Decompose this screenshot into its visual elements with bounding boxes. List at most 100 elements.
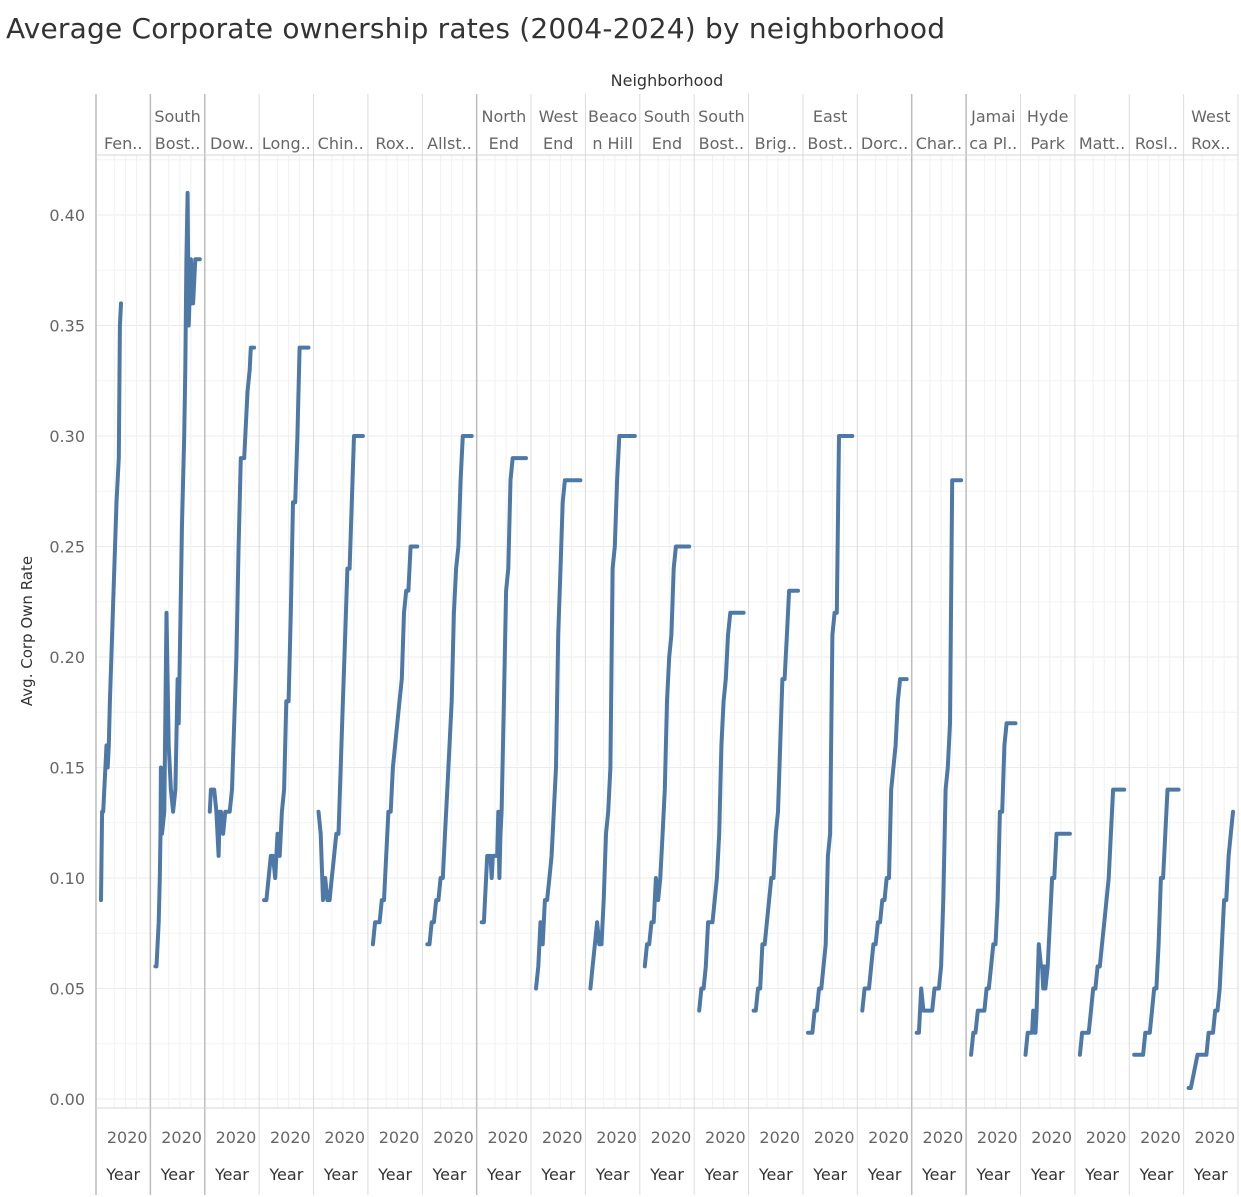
panel-label-line2: Chin.. [318,134,364,153]
series-line-15 [914,478,964,1035]
panel-label-line1: Beaco [588,107,637,126]
x-axis-label: Year [105,1165,140,1184]
x-axis-label: Year [214,1165,249,1184]
x-tick-label: 2020 [1194,1128,1235,1147]
x-tick-label: 2020 [324,1128,365,1147]
series-line-0 [99,301,123,903]
x-tick-label: 2020 [759,1128,800,1147]
series-line-19 [1132,787,1181,1057]
y-tick-label: 0.35 [49,317,85,336]
x-axis-label: Year [432,1165,467,1184]
x-tick-label: 2020 [1140,1128,1181,1147]
x-axis-label: Year [486,1165,521,1184]
panel-label-line2: Char.. [916,134,962,153]
column-header: Neighborhood [611,71,724,90]
panel-label-line2: Bost.. [155,134,201,153]
y-tick-label: 0.25 [49,538,85,557]
x-axis-label: Year [595,1165,630,1184]
x-axis-label: Year [867,1165,902,1184]
x-tick-label: 2020 [270,1128,311,1147]
series-line-13 [806,434,855,1035]
series-line-18 [1077,787,1127,1057]
x-axis-label: Year [1193,1165,1228,1184]
panel-label-line2: End [543,134,573,153]
x-tick-label: 2020 [216,1128,257,1147]
x-tick-label: 2020 [487,1128,528,1147]
panel-label-line1: Hyde [1027,107,1069,126]
x-axis-label: Year [323,1165,358,1184]
x-axis-label: Year [812,1165,847,1184]
line-layer [99,190,1235,1090]
x-tick-label: 2020 [433,1128,474,1147]
panel-label-line1: West [1191,107,1230,126]
panel-label-line1: South [154,107,201,126]
panel-label-line1: South [698,107,745,126]
panel-label-line2: Rox.. [375,134,414,153]
y-tick-label: 0.00 [49,1090,85,1109]
series-line-4 [316,434,365,903]
panel-label-line2: Bost.. [699,134,745,153]
panel-label-line2: Dow.. [210,134,254,153]
x-tick-label: 2020 [379,1128,420,1147]
x-tick-label: 2020 [596,1128,637,1147]
x-axis-label: Year [975,1165,1010,1184]
panel-label-line2: Long.. [262,134,311,153]
panel-label-line2: End [652,134,682,153]
series-line-2 [207,345,257,858]
y-tick-label: 0.30 [49,427,85,446]
series-line-6 [425,434,474,947]
panel-label-line2: Dorc.. [861,134,908,153]
series-line-1 [153,190,202,969]
panel-label-line1: East [813,107,848,126]
x-tick-label: 2020 [542,1128,583,1147]
x-axis-label: Year [160,1165,195,1184]
series-line-11 [697,610,746,1013]
panel-label-line2: Matt.. [1079,134,1125,153]
panel-label-line2: Rosl.. [1135,134,1178,153]
panel-label-line2: Park [1030,134,1065,153]
panel-label-line1: North [481,107,526,126]
y-tick-label: 0.40 [49,206,85,225]
y-tick-label: 0.05 [49,980,85,999]
panel-label-line2: Allst.. [427,134,472,153]
x-axis-label: Year [1084,1165,1119,1184]
x-axis-label: Year [1138,1165,1173,1184]
x-axis-label: Year [377,1165,412,1184]
panel-label-line2: Bost.. [807,134,853,153]
x-axis-label: Year [758,1165,793,1184]
grid-layer [96,155,1238,1108]
series-line-14 [860,677,909,1013]
series-line-7 [479,456,528,925]
panel-label-line1: West [539,107,578,126]
chart-title: Average Corporate ownership rates (2004-… [6,12,946,45]
x-tick-label: 2020 [161,1128,202,1147]
x-tick-label: 2020 [651,1128,692,1147]
series-line-20 [1186,809,1235,1090]
x-tick-label: 2020 [814,1128,855,1147]
x-axis-label: Year [921,1165,956,1184]
panel-label-line2: Brig.. [755,134,797,153]
frame-layer [95,94,1239,1195]
y-tick-label: 0.15 [49,759,85,778]
x-tick-label: 2020 [923,1128,964,1147]
y-axis-label: Avg. Corp Own Rate [18,556,36,706]
series-line-12 [751,588,800,1013]
x-axis-label: Year [1030,1165,1065,1184]
panel-label-line2: n Hill [592,134,633,153]
series-line-16 [969,721,1018,1057]
series-line-5 [370,544,420,947]
panel-label-line1: South [644,107,691,126]
panel-label-line2: Fen.. [104,134,142,153]
x-tick-label: 2020 [868,1128,909,1147]
x-axis-label: Year [703,1165,738,1184]
x-tick-label: 2020 [977,1128,1018,1147]
series-line-8 [534,478,583,991]
x-axis-label: Year [540,1165,575,1184]
x-axis-label: Year [268,1165,303,1184]
y-tick-label: 0.10 [49,869,85,888]
series-line-17 [1023,831,1072,1057]
panel-label-line2: End [489,134,519,153]
x-tick-label: 2020 [107,1128,148,1147]
x-tick-label: 2020 [1086,1128,1127,1147]
